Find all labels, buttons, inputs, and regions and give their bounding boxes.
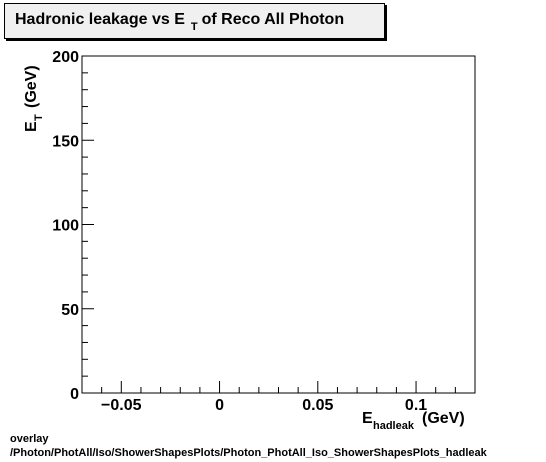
- svg-text:E: E: [362, 410, 373, 427]
- title-main: Hadronic leakage vs E: [15, 11, 185, 28]
- y-tick-label: 200: [52, 49, 79, 66]
- y-tick-label: 50: [61, 302, 79, 319]
- x-tick-label: −0.05: [101, 397, 142, 414]
- svg-text:E: E: [23, 121, 40, 132]
- x-tick-label: 0.1: [405, 397, 427, 414]
- x-axis-tick-labels: −0.05 0 0.05 0.1: [101, 397, 427, 414]
- svg-text:hadleak: hadleak: [373, 420, 415, 432]
- y-axis-tick-labels: 0 50 100 150 200: [52, 49, 79, 403]
- title-rest: of Reco All Photon: [201, 11, 345, 28]
- plot-frame: [81, 55, 476, 394]
- y-tick-label: 150: [52, 133, 79, 150]
- svg-text:T: T: [33, 114, 45, 121]
- footer: overlay /Photon/PhotAll/Iso/ShowerShapes…: [10, 432, 487, 460]
- title-subscript: T: [190, 21, 198, 33]
- footer-line-2: /Photon/PhotAll/Iso/ShowerShapesPlots/Ph…: [10, 447, 487, 459]
- footer-line-1: overlay: [10, 433, 49, 445]
- x-tick-label: 0: [215, 397, 224, 414]
- y-axis-title: E T (GeV): [23, 65, 45, 132]
- y-axis-ticks: [82, 55, 94, 394]
- svg-text:(GeV): (GeV): [23, 65, 40, 108]
- x-axis-ticks: [81, 381, 476, 393]
- x-tick-label: 0.05: [302, 397, 333, 414]
- y-tick-label: 100: [52, 218, 79, 235]
- x-axis-title: E hadleak (GeV): [362, 410, 465, 432]
- y-tick-label: 0: [70, 386, 79, 403]
- svg-text:(GeV): (GeV): [422, 410, 465, 427]
